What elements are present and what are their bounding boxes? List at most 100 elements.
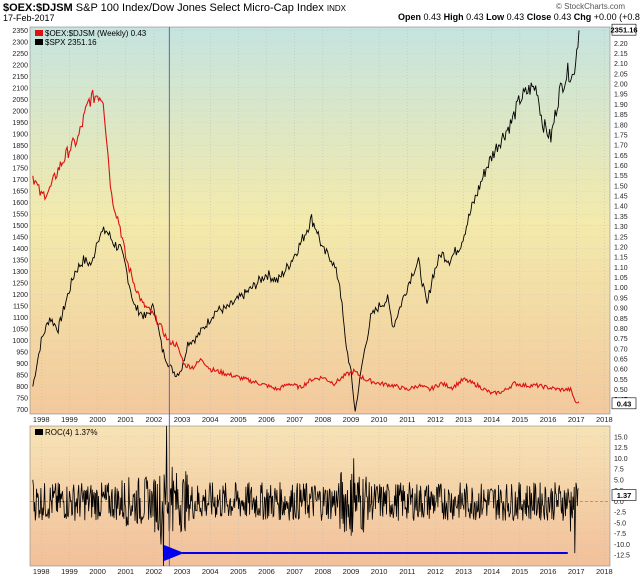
- x-tick-main-2010: 2010: [371, 415, 388, 424]
- left-tick-850: 850: [16, 372, 28, 379]
- svg-text:2351.16: 2351.16: [610, 26, 637, 35]
- badge-roc-last: 1.37: [611, 489, 637, 501]
- roc-tick--10.0: -10.0: [614, 542, 630, 549]
- left-tick-800: 800: [16, 384, 28, 391]
- right-tick-0.55: 0.55: [614, 377, 628, 384]
- right-tick-1.35: 1.35: [614, 214, 628, 221]
- roc-tick-0.0: 0.0: [614, 499, 624, 506]
- x-tick-main-1998: 1998: [33, 415, 50, 424]
- left-tick-2350: 2350: [12, 28, 28, 35]
- x-tick-roc-2004: 2004: [202, 567, 219, 576]
- left-tick-2150: 2150: [12, 74, 28, 81]
- ohlc-readout: Open 0.43 High 0.43 Low 0.43 Close 0.43 …: [398, 12, 640, 22]
- badge-spx-last: 2351.16: [610, 23, 638, 36]
- right-tick-1.90: 1.90: [614, 102, 628, 109]
- left-tick-700: 700: [16, 407, 28, 414]
- right-tick-0.50: 0.50: [614, 387, 628, 394]
- x-tick-roc-2008: 2008: [314, 567, 331, 576]
- x-tick-roc-2014: 2014: [483, 567, 500, 576]
- left-tick-1750: 1750: [12, 166, 28, 173]
- left-tick-1350: 1350: [12, 258, 28, 265]
- left-tick-1950: 1950: [12, 120, 28, 127]
- x-tick-roc-2010: 2010: [371, 567, 388, 576]
- x-tick-main-2016: 2016: [540, 415, 557, 424]
- right-tick-1.50: 1.50: [614, 183, 628, 190]
- series-roc-line: [32, 425, 579, 567]
- x-tick-roc-1998: 1998: [33, 567, 50, 576]
- right-tick-1.85: 1.85: [614, 112, 628, 119]
- ohlc-open-label: Open: [398, 12, 422, 22]
- x-tick-main-2017: 2017: [568, 415, 585, 424]
- left-tick-1450: 1450: [12, 235, 28, 242]
- x-tick-main-2015: 2015: [512, 415, 529, 424]
- left-tick-1850: 1850: [12, 143, 28, 150]
- x-tick-roc-2018: 2018: [596, 567, 613, 576]
- right-tick-2.00: 2.00: [614, 82, 628, 89]
- chart-title: $OEX:$DJSM S&P 100 Index/Dow Jones Selec…: [3, 2, 346, 14]
- left-tick-1650: 1650: [12, 189, 28, 196]
- x-tick-roc-2003: 2003: [174, 567, 191, 576]
- x-tick-main-2003: 2003: [174, 415, 191, 424]
- left-tick-1800: 1800: [12, 154, 28, 161]
- ohlc-high-label: High: [443, 12, 464, 22]
- roc-tick--2.5: -2.5: [614, 510, 626, 517]
- right-tick-2.05: 2.05: [614, 71, 628, 78]
- x-tick-roc-2009: 2009: [343, 567, 360, 576]
- ohlc-open-value: 0.43: [423, 12, 442, 22]
- roc-tick-10.0: 10.0: [614, 456, 628, 463]
- left-tick-1300: 1300: [12, 269, 28, 276]
- left-tick-2200: 2200: [12, 62, 28, 69]
- symbol: $OEX:$DJSM: [3, 2, 73, 14]
- left-tick-1400: 1400: [12, 246, 28, 253]
- left-tick-1150: 1150: [13, 304, 28, 311]
- roc-tick--5.0: -5.0: [614, 520, 626, 527]
- left-tick-1250: 1250: [12, 281, 28, 288]
- ohlc-chg-label: Chg: [573, 12, 592, 22]
- right-tick-1.55: 1.55: [614, 173, 628, 180]
- right-tick-0.90: 0.90: [614, 306, 628, 313]
- right-tick-0.65: 0.65: [614, 357, 628, 364]
- x-tick-roc-2006: 2006: [258, 567, 275, 576]
- right-tick-1.30: 1.30: [614, 224, 628, 231]
- x-tick-roc-2012: 2012: [427, 567, 444, 576]
- left-tick-1050: 1050: [12, 327, 28, 334]
- left-tick-1200: 1200: [12, 292, 28, 299]
- x-tick-main-2004: 2004: [202, 415, 219, 424]
- left-tick-750: 750: [16, 395, 28, 402]
- x-tick-main-2001: 2001: [117, 415, 134, 424]
- x-tick-roc-2017: 2017: [568, 567, 585, 576]
- x-tick-main-2013: 2013: [455, 415, 472, 424]
- ohlc-close-value: 0.43: [553, 12, 572, 22]
- right-tick-1.15: 1.15: [614, 255, 628, 262]
- x-tick-main-1999: 1999: [61, 415, 78, 424]
- x-tick-main-2006: 2006: [258, 415, 275, 424]
- right-tick-0.60: 0.60: [614, 367, 628, 374]
- x-tick-main-2018: 2018: [596, 415, 613, 424]
- right-tick-1.70: 1.70: [614, 143, 628, 150]
- right-tick-0.95: 0.95: [614, 295, 628, 302]
- roc-tick-5.0: 5.0: [614, 477, 624, 484]
- x-tick-roc-2005: 2005: [230, 567, 247, 576]
- legend-spx-swatch: [35, 39, 43, 45]
- right-tick-2.10: 2.10: [614, 61, 628, 68]
- badge-ratio-last: 0.43: [611, 397, 637, 410]
- left-tick-2000: 2000: [12, 108, 28, 115]
- legend-roc-swatch: [35, 429, 43, 435]
- right-tick-0.70: 0.70: [614, 346, 628, 353]
- right-tick-1.80: 1.80: [614, 122, 628, 129]
- x-tick-main-2008: 2008: [314, 415, 331, 424]
- right-tick-1.10: 1.10: [614, 265, 628, 272]
- left-tick-1900: 1900: [12, 131, 28, 138]
- right-tick-1.00: 1.00: [614, 285, 628, 292]
- right-tick-1.25: 1.25: [614, 234, 628, 241]
- brand-label: © StockCharts.com: [556, 2, 626, 11]
- left-tick-1550: 1550: [12, 212, 28, 219]
- legend-roc-label: ROC(4) 1.37%: [45, 428, 98, 437]
- left-tick-2050: 2050: [12, 97, 28, 104]
- left-tick-1700: 1700: [12, 177, 28, 184]
- right-tick-2.15: 2.15: [614, 51, 628, 58]
- right-tick-0.80: 0.80: [614, 326, 628, 333]
- right-tick-2.20: 2.20: [614, 41, 628, 48]
- x-tick-main-2012: 2012: [427, 415, 444, 424]
